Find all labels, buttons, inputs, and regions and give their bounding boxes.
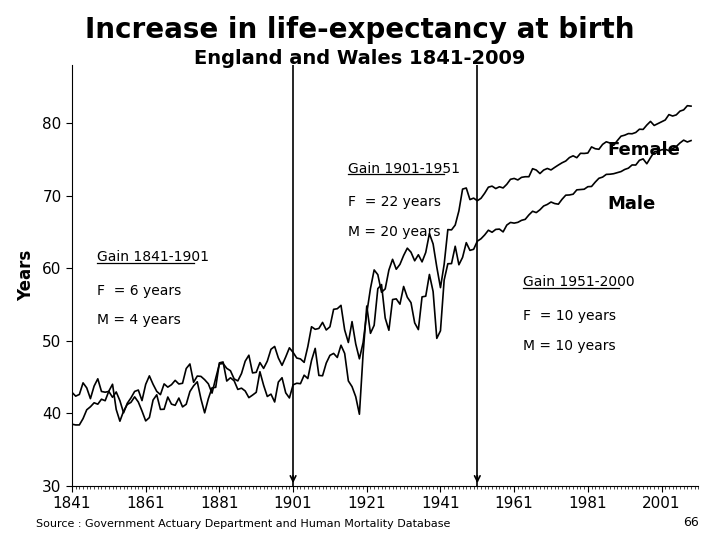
- Text: Source : Government Actuary Department and Human Mortality Database: Source : Government Actuary Department a…: [36, 519, 451, 529]
- Text: Gain 1901-1951: Gain 1901-1951: [348, 161, 459, 176]
- Y-axis label: Years: Years: [17, 250, 35, 301]
- Text: M = 10 years: M = 10 years: [523, 339, 616, 353]
- Text: Gain 1951-2000: Gain 1951-2000: [523, 275, 634, 289]
- Text: F  = 22 years: F = 22 years: [348, 195, 441, 210]
- Text: F  = 6 years: F = 6 years: [97, 284, 181, 298]
- Text: M = 4 years: M = 4 years: [97, 313, 181, 327]
- Text: Gain 1841-1901: Gain 1841-1901: [97, 250, 209, 264]
- Text: England and Wales 1841-2009: England and Wales 1841-2009: [194, 49, 526, 68]
- Text: Male: Male: [608, 195, 656, 213]
- Text: M = 20 years: M = 20 years: [348, 225, 440, 239]
- Text: Female: Female: [608, 140, 680, 159]
- Text: F  = 10 years: F = 10 years: [523, 309, 616, 323]
- Text: 66: 66: [683, 516, 698, 529]
- Text: Increase in life-expectancy at birth: Increase in life-expectancy at birth: [85, 16, 635, 44]
